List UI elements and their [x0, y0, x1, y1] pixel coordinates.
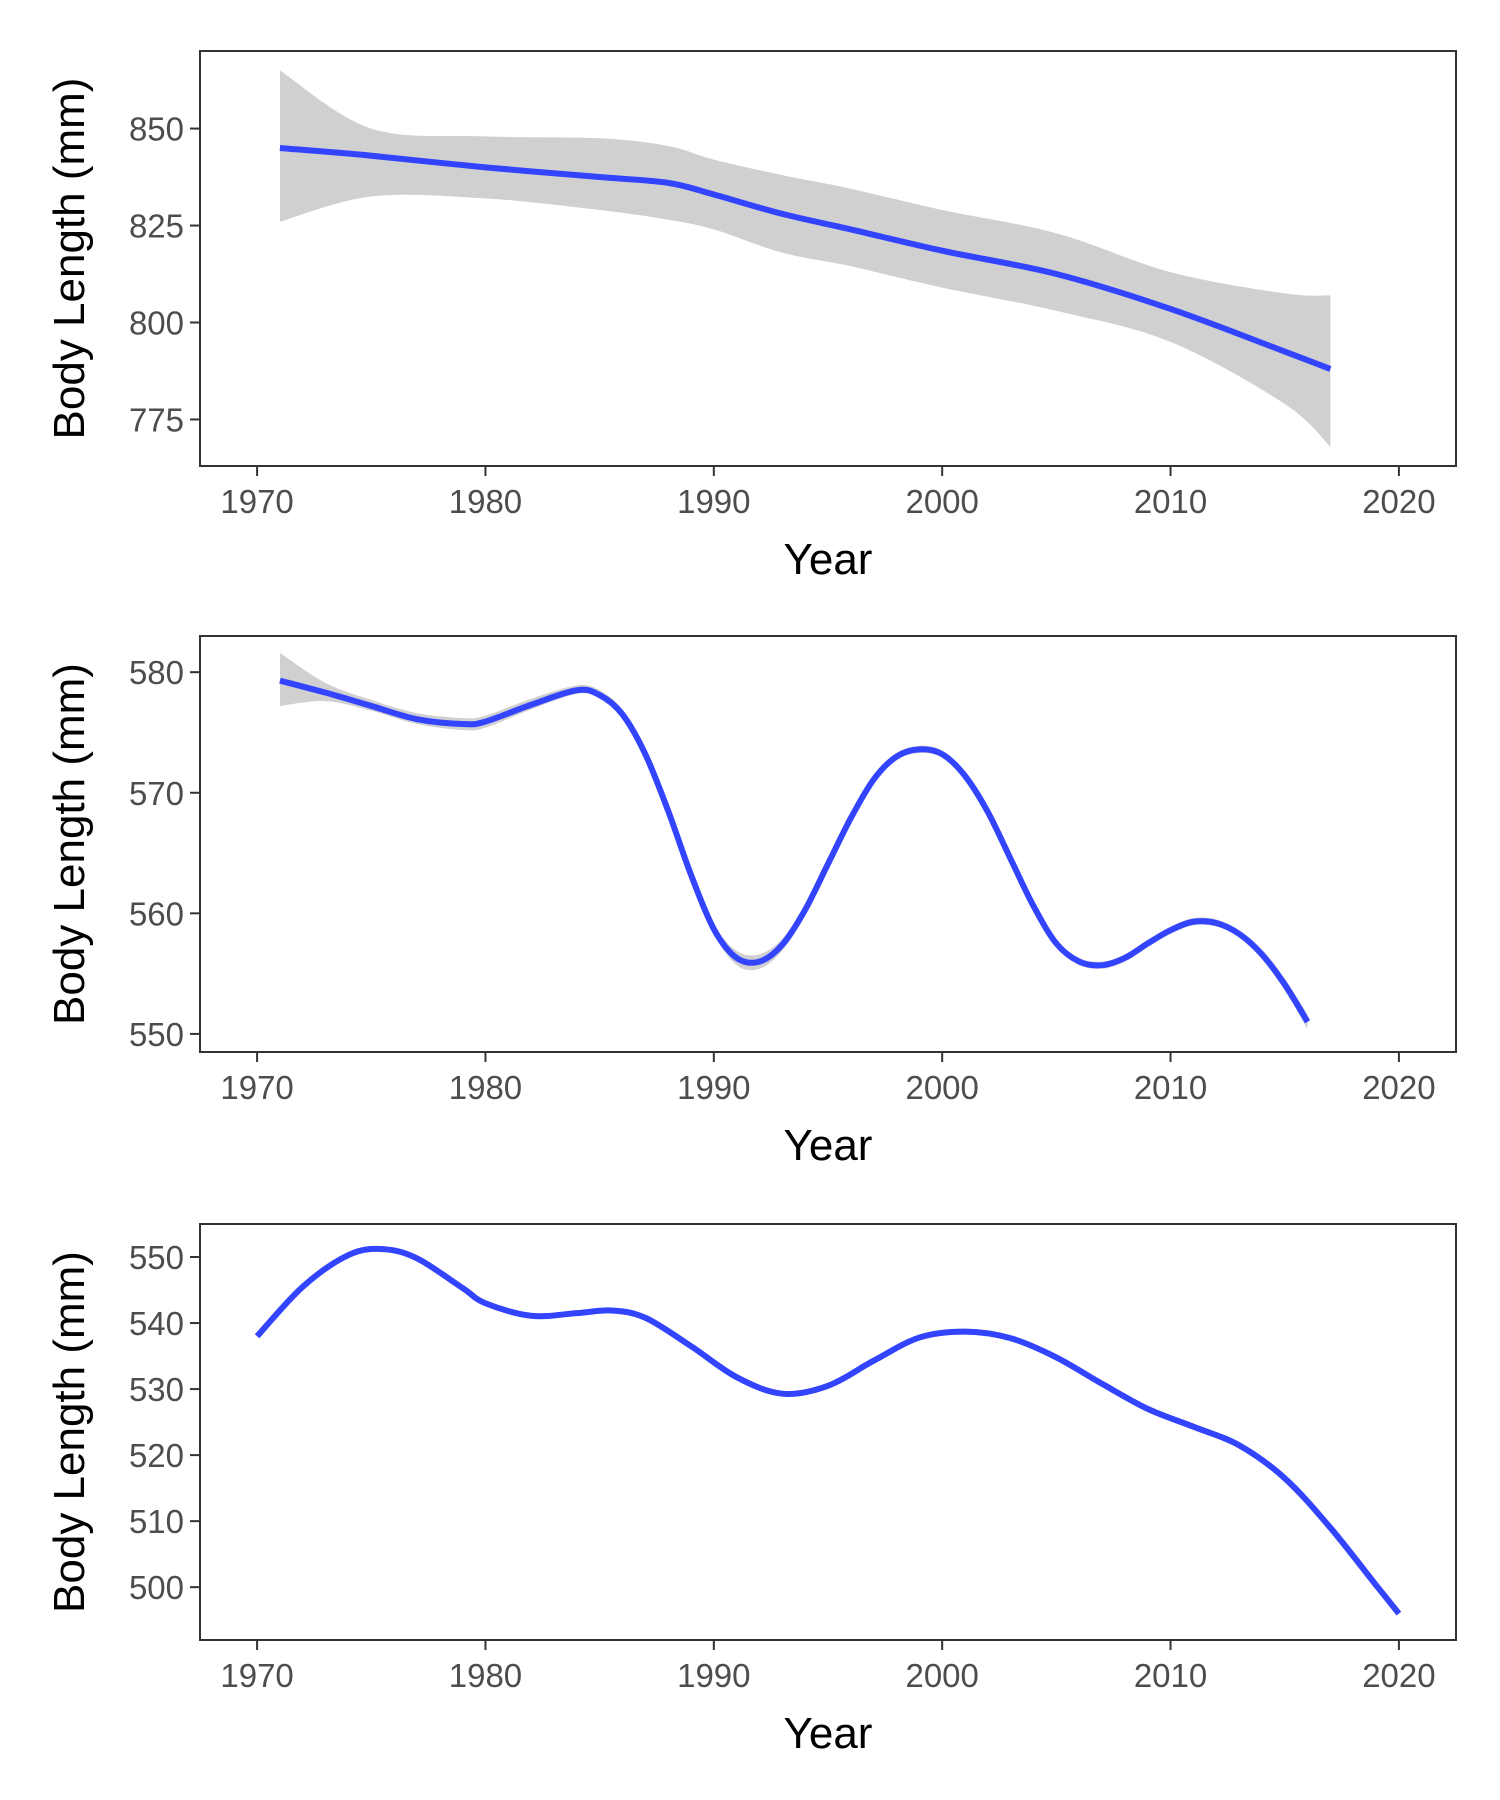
y-tick-label: 850 — [129, 111, 184, 148]
x-tick-label: 2010 — [1134, 1069, 1207, 1106]
x-tick-label: 1970 — [220, 483, 293, 520]
x-axis-title: Year — [784, 1121, 873, 1170]
y-tick-label: 520 — [129, 1437, 184, 1474]
x-tick-label: 2010 — [1134, 1657, 1207, 1694]
x-tick-label: 2020 — [1362, 1657, 1435, 1694]
y-tick-label: 800 — [129, 304, 184, 341]
chart-panel-3: 1970 1980 1990 2000 2010 2020 500 510 520 530 540 5… — [45, 1223, 1457, 1758]
x-tick-label: 2000 — [905, 483, 978, 520]
trend-line — [254, 1245, 1402, 1616]
y-tick-label: 510 — [129, 1503, 184, 1540]
x-tick-label: 1990 — [677, 483, 750, 520]
x-tick-label: 2010 — [1134, 483, 1207, 520]
x-tick-label: 1970 — [220, 1069, 293, 1106]
y-tick-label: 550 — [129, 1016, 184, 1053]
y-tick-label: 500 — [129, 1569, 184, 1606]
panel-border — [199, 1223, 1457, 1641]
confidence-band — [279, 70, 1331, 447]
trend-line — [279, 144, 1332, 372]
y-axis-title: Body Length (mm) — [45, 78, 94, 440]
chart-panel-2: 1970 1980 1990 2000 2010 2020 550 560 570 580 Year… — [45, 635, 1457, 1170]
panel-border — [199, 50, 1457, 467]
x-axis-title: Year — [784, 535, 873, 584]
chart-panel-1: 1970 1980 1990 2000 2010 2020 775 800 825 850 Year… — [45, 50, 1457, 584]
x-tick-label: 2000 — [905, 1657, 978, 1694]
y-axis-title: Body Length (mm) — [45, 663, 94, 1025]
x-tick-label: 2020 — [1362, 1069, 1435, 1106]
y-tick-label: 775 — [129, 401, 184, 438]
x-tick-label: 1980 — [449, 483, 522, 520]
panel-border — [199, 635, 1457, 1053]
confidence-band — [279, 652, 1308, 1030]
x-tick-label: 2020 — [1362, 483, 1435, 520]
y-tick-label: 540 — [129, 1305, 184, 1342]
x-tick-label: 1980 — [449, 1069, 522, 1106]
trend-line — [279, 677, 1311, 1024]
plot-area — [254, 1245, 1402, 1616]
x-tick-label: 1990 — [677, 1657, 750, 1694]
plot-area — [279, 70, 1332, 447]
x-tick-label: 1990 — [677, 1069, 750, 1106]
y-tick-label: 530 — [129, 1371, 184, 1408]
y-tick-label: 825 — [129, 208, 184, 245]
x-tick-label: 2000 — [905, 1069, 978, 1106]
y-axis-title: Body Length (mm) — [45, 1251, 94, 1613]
x-tick-label: 1980 — [449, 1657, 522, 1694]
y-tick-label: 570 — [129, 775, 184, 812]
x-axis-title: Year — [784, 1709, 873, 1758]
y-tick-label: 550 — [129, 1239, 184, 1276]
plot-area — [279, 652, 1311, 1030]
x-tick-label: 1970 — [220, 1657, 293, 1694]
y-tick-label: 580 — [129, 654, 184, 691]
y-tick-label: 560 — [129, 895, 184, 932]
